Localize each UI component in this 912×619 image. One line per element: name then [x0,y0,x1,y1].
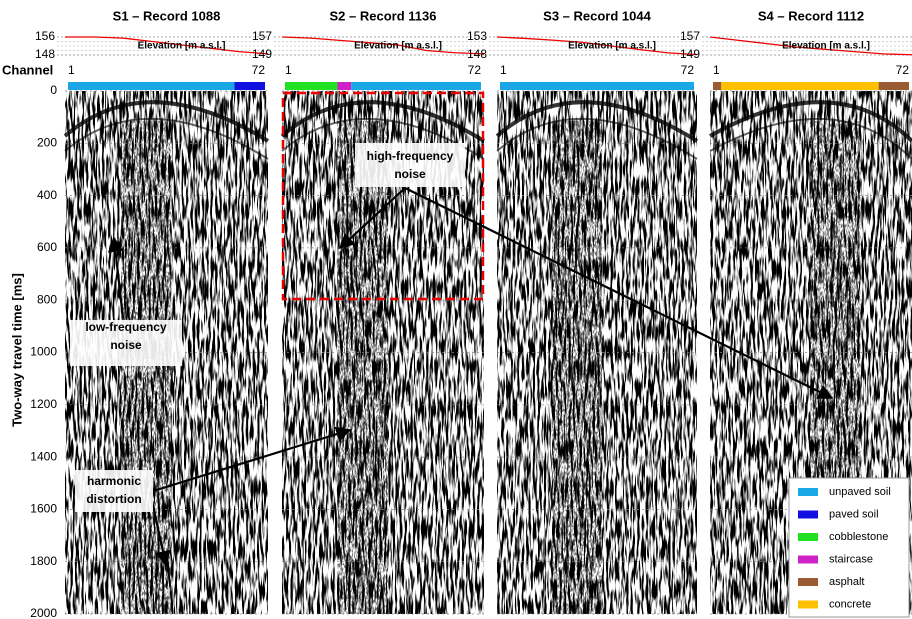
annotation-box [75,470,153,512]
y-tick-label: 2000 [30,606,57,619]
annotation-line: high-frequency [367,149,454,163]
y-tick-label: 800 [37,292,57,306]
y-tick-label: 1000 [30,345,57,359]
elev-tick-label: 153 [467,29,487,43]
channel-label: Channel [2,62,53,77]
elev-tick-label: 157 [680,29,700,43]
y-tick-label: 1400 [30,449,57,463]
surface-segment [878,82,909,90]
arrow [149,426,352,494]
legend-label: cobblestone [829,531,888,543]
surface-segment [234,82,265,90]
y-tick-label: 1800 [30,554,57,568]
first-arrival [64,118,269,160]
elev-tick-label: 148 [467,47,487,61]
channel-tick-label: 1 [285,63,292,77]
annotation: harmonic distortion [86,474,141,506]
elev-tick-label: 149 [680,47,700,61]
annotation-line: harmonic [87,474,141,488]
surface-segment [68,82,235,90]
legend-box [788,477,910,618]
y-tick-label: 0 [50,83,57,97]
legend-swatch [798,533,818,541]
channel-tick-label: 72 [252,63,266,77]
elevation-line [709,36,912,56]
panel-title: S1 – Record 1088 [113,8,221,23]
annotation: low-frequency noise [85,320,167,352]
annotation-box [355,143,465,187]
y-tick-label: 200 [37,135,57,149]
elevation-line [65,36,269,55]
first-arrival [63,100,270,143]
y-tick-label: 600 [37,240,57,254]
legend-label: asphalt [829,576,864,588]
panel-title: S4 – Record 1112 [758,8,864,23]
elevation-line [281,36,485,55]
channel-tick-label: 1 [713,63,720,77]
channel-tick-label: 72 [468,63,482,77]
first-arrival [280,100,486,143]
annotation-line: distortion [86,492,141,506]
elevation-line [496,36,698,56]
elev-label: Elevation [m a.s.l.] [782,41,870,52]
surface-segment [351,82,481,90]
legend: unpaved soil paved soil cobblestone stairca… [788,477,910,618]
panel-title: S3 – Record 1044 [543,8,651,23]
elev-tick-label: 157 [252,29,272,43]
y-tick-label: 1600 [30,502,57,516]
surface-segment [337,82,352,90]
arrow [107,236,125,319]
highlight-box [281,91,485,301]
annotation-line: noise [110,338,142,352]
elev-tick-label: 149 [252,47,272,61]
legend-label: concrete [829,598,871,610]
seismic-band [121,121,172,614]
channel-tick-label: 72 [896,63,910,77]
y-tick-label: 1200 [30,397,57,411]
annotation-box [70,320,182,366]
first-arrival [709,100,912,143]
surface-segment [721,82,879,90]
panel-title: S2 – Record 1136 [330,8,437,23]
y-axis-label: Two-way travel time [ms] [9,273,24,427]
first-arrival [281,118,485,160]
seismic-band [552,121,602,614]
legend-label: paved soil [829,508,879,520]
channel-tick-label: 72 [681,63,695,77]
legend-label: unpaved soil [829,486,891,498]
legend-swatch [798,578,818,586]
legend-swatch [798,488,818,496]
elev-tick-label: 156 [35,29,55,43]
surface-segment [285,82,338,90]
annotation: high-frequency noise [367,149,454,181]
legend-swatch [798,600,818,609]
first-arrival [709,118,912,160]
channel-tick-label: 1 [68,63,75,77]
annotation-line: noise [394,167,426,181]
surface-segment [500,82,694,90]
first-arrival [495,100,699,143]
elev-label: Elevation [m a.s.l.] [354,41,442,52]
elev-label: Elevation [m a.s.l.] [138,41,226,52]
surface-segment [713,82,722,90]
annotation-line: low-frequency [85,320,167,334]
arrow [404,187,834,399]
elev-label: Elevation [m a.s.l.] [568,41,656,52]
y-tick-label: 400 [37,188,57,202]
elev-tick-label: 148 [35,47,55,61]
arrow [338,187,406,250]
legend-swatch [798,510,818,519]
first-arrival [496,118,698,160]
channel-tick-label: 1 [500,63,507,77]
legend-label: staircase [829,553,873,565]
legend-swatch [798,555,818,564]
seismic-band [337,121,388,614]
